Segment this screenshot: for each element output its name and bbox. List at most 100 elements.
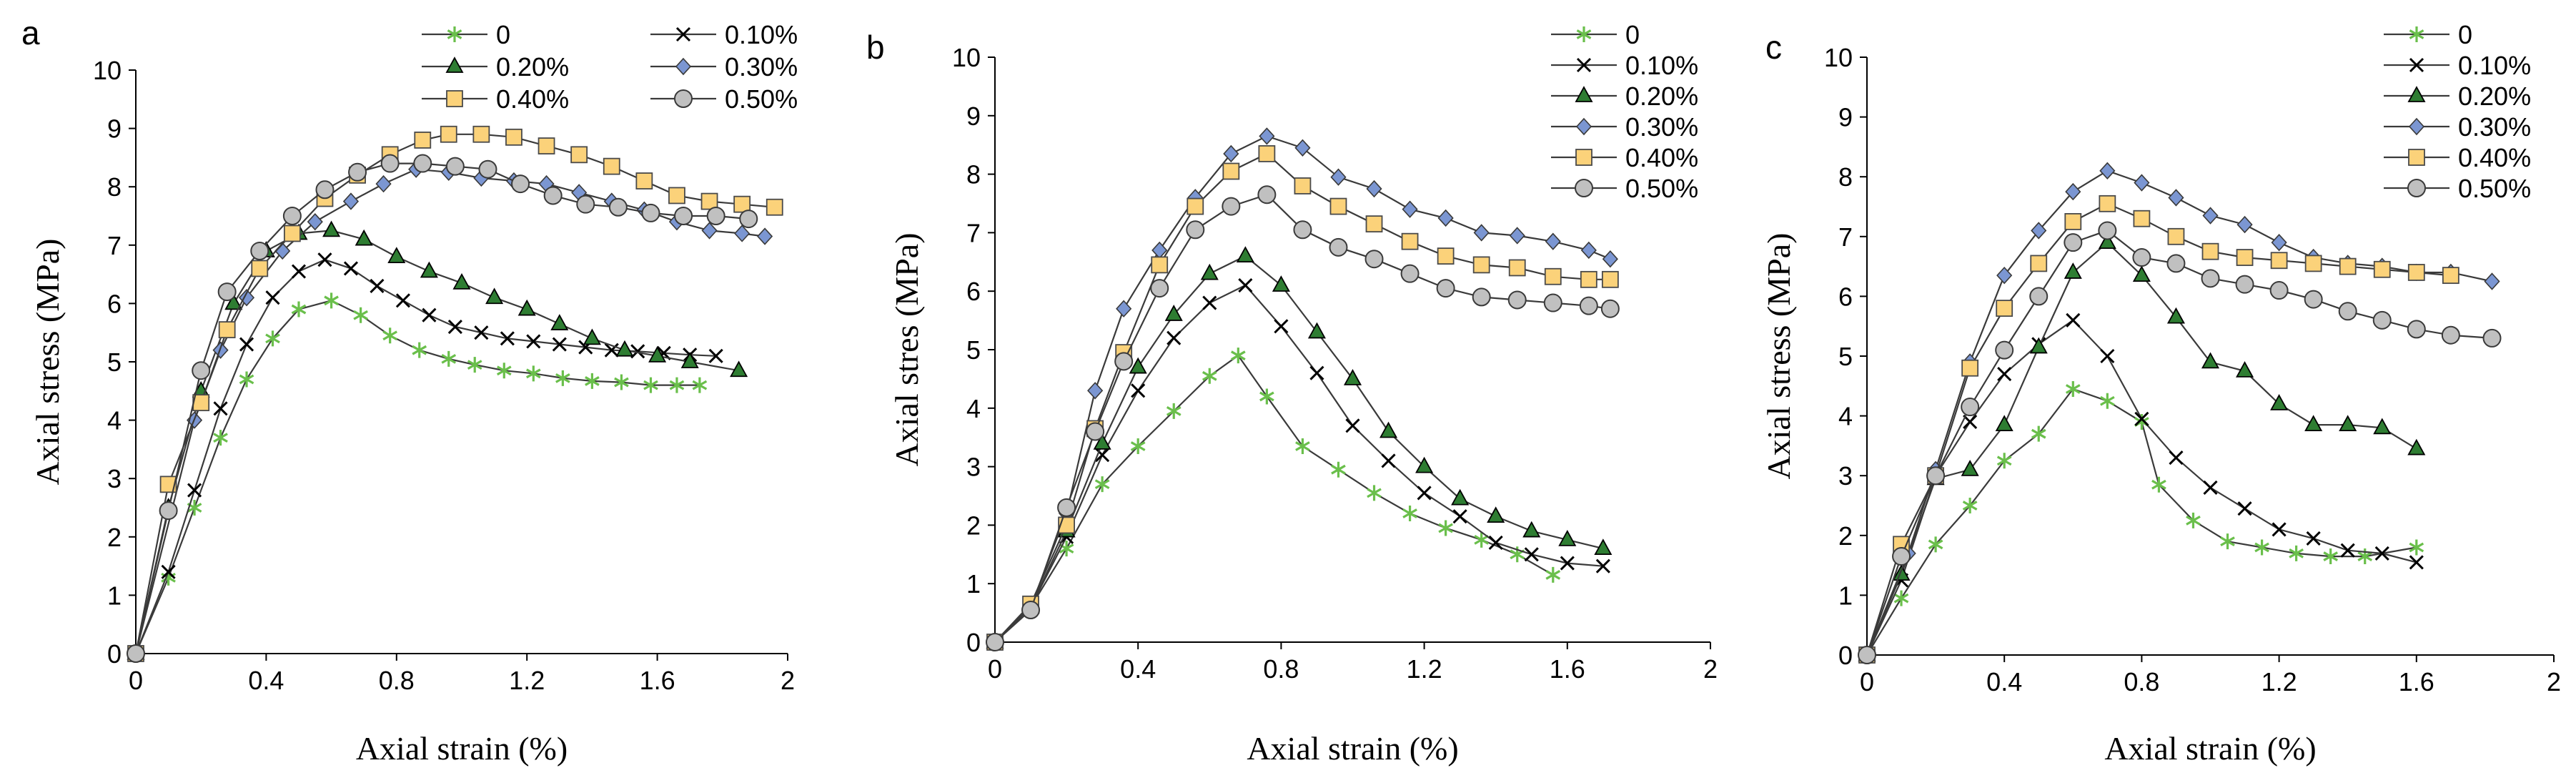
data-point (550, 314, 569, 330)
x-tick-label: 0.4 (248, 666, 284, 695)
data-point (2100, 393, 2115, 409)
data-point (217, 282, 237, 302)
series-0 (1859, 380, 2424, 663)
data-point (1131, 383, 1146, 398)
x-tick-label: 0.4 (1986, 667, 2022, 696)
x-tick-label: 1.6 (640, 666, 675, 695)
data-point (2029, 337, 2048, 354)
y-tick-label: 9 (1838, 103, 1853, 132)
data-point (1487, 506, 1505, 523)
legend-item: 0.20% (2384, 82, 2531, 111)
series-0 (987, 348, 1561, 650)
data-point (1928, 536, 1943, 553)
data-point (1544, 267, 1562, 285)
legend-label: 0.50% (2458, 174, 2531, 203)
data-point (2373, 260, 2391, 278)
x-tick-label: 2 (781, 666, 795, 695)
data-point (1021, 601, 1041, 620)
data-point (1488, 535, 1503, 551)
legend-item: 0.20% (422, 52, 569, 82)
data-point (730, 360, 748, 378)
data-point (192, 361, 211, 380)
data-point (1436, 279, 1455, 298)
data-point (1996, 266, 2013, 285)
data-point (1164, 305, 1183, 321)
data-point (239, 371, 254, 388)
data-point (1366, 179, 1382, 198)
data-point (2186, 512, 2201, 528)
y-tick-label: 10 (952, 43, 981, 72)
x-tick-label: 0.8 (379, 666, 415, 695)
legend-item: 0.10% (1551, 51, 1698, 80)
data-point (1367, 485, 1382, 501)
y-axis-title: Axial stress (MPa) (29, 239, 66, 486)
data-point (412, 342, 427, 358)
legend-label: 0 (1625, 20, 1640, 49)
series-2 (127, 220, 748, 660)
data-point (1274, 319, 1289, 334)
legend-marker (2408, 117, 2425, 136)
legend-label: 0 (496, 20, 510, 49)
legend-item: 0 (1551, 20, 1640, 49)
data-point (1294, 139, 1311, 157)
data-point (2201, 352, 2220, 369)
y-tick-label: 8 (107, 172, 122, 202)
data-point (342, 192, 360, 210)
legend-label: 0 (2458, 20, 2472, 49)
data-point (2323, 548, 2339, 565)
data-point (291, 301, 307, 317)
legend-label: 0.40% (2458, 143, 2531, 172)
x-tick-label: 1.2 (1407, 654, 1442, 684)
data-point (440, 125, 457, 143)
data-point (1295, 438, 1310, 454)
data-point (413, 154, 432, 173)
data-point (1329, 197, 1347, 215)
legend-marker (2408, 149, 2425, 166)
y-tick-label: 5 (107, 348, 122, 377)
data-point (250, 241, 269, 260)
data-point (1600, 299, 1620, 318)
data-point (2338, 302, 2357, 321)
data-point (2441, 325, 2460, 345)
x-tick-label: 1.2 (2262, 667, 2297, 696)
y-tick-label: 3 (1838, 461, 1853, 491)
y-tick-label: 7 (1838, 222, 1853, 252)
data-point (2166, 254, 2186, 273)
data-point (1996, 300, 2013, 317)
y-tick-label: 3 (966, 453, 981, 482)
data-point (1379, 421, 1398, 438)
x-tick-label: 1.6 (2399, 667, 2434, 696)
x-tick-label: 0 (1860, 667, 1874, 696)
data-point (538, 137, 555, 154)
series-line (1866, 202, 2451, 656)
series-1 (128, 252, 723, 661)
x-tick-label: 0.8 (2124, 667, 2159, 696)
data-point (1963, 414, 1978, 430)
chart-panel-a: a 0 1 2 3 4 5 6 7 8 9 10 0 0.4 0.8 1.2 1.6 2 Axial strain … (21, 14, 798, 767)
data-point (1307, 322, 1326, 339)
legend-marker (1575, 149, 1592, 166)
data-point (2304, 415, 2323, 432)
data-point (1259, 127, 1275, 145)
x-tick-label: 2 (1703, 654, 1718, 684)
data-point (2132, 248, 2151, 267)
data-point (1222, 162, 1240, 180)
data-point (692, 377, 708, 393)
legend-item: 0.10% (2384, 51, 2531, 80)
data-point (2203, 480, 2218, 495)
data-point (2201, 242, 2219, 260)
data-point (1926, 466, 1946, 486)
panel-label: c (1765, 29, 1782, 66)
data-point (380, 154, 400, 173)
y-tick-label: 2 (107, 523, 122, 552)
data-point (445, 157, 465, 176)
data-point (1892, 564, 1911, 581)
data-point (739, 210, 758, 229)
series-4 (127, 125, 783, 662)
data-point (474, 325, 489, 340)
data-point (2099, 194, 2116, 212)
data-point (500, 331, 515, 346)
x-axis-title: Axial strain (%) (2104, 730, 2316, 767)
data-point (447, 319, 462, 335)
y-tick-label: 2 (1838, 521, 1853, 551)
